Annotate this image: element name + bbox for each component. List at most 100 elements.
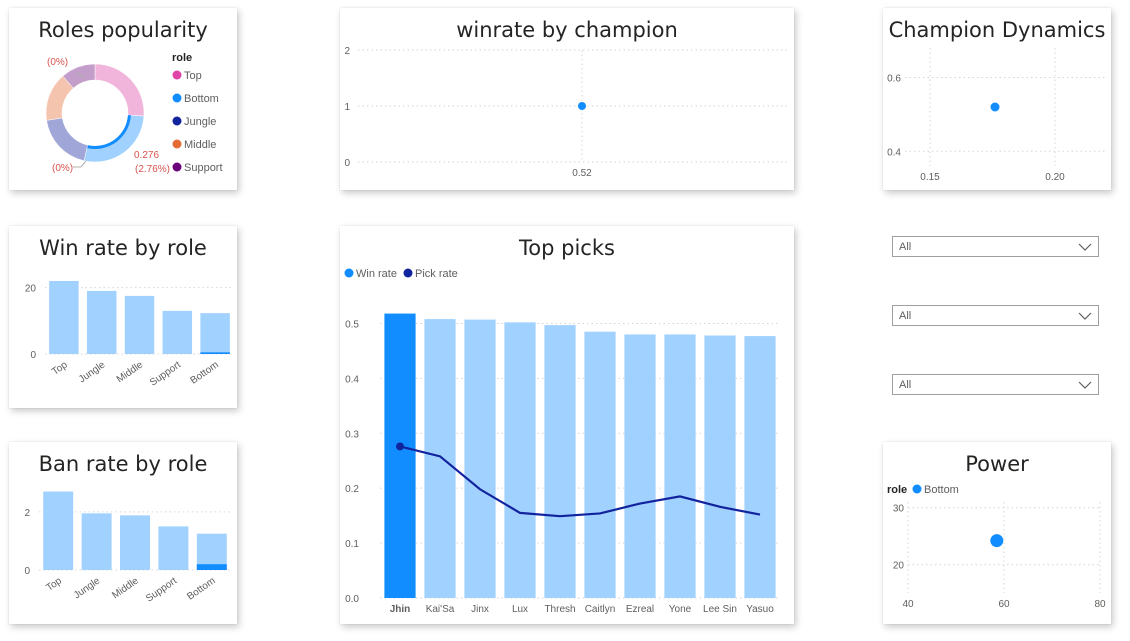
winrate-by-champion-title: winrate by champion <box>456 18 678 42</box>
donut-label-left-pct: (0%) <box>52 163 73 174</box>
win-rate-role-bar-jungle <box>86 290 117 354</box>
power-legend-bottom-label: Bottom <box>924 484 959 496</box>
cd-ytick-label: 0.6 <box>887 74 901 85</box>
top-picks-ytick-label: 0.0 <box>345 594 359 605</box>
pw-ytick-label: 30 <box>893 504 905 515</box>
power-legend-bottom-marker <box>912 484 922 494</box>
top-picks-ytick-label: 0.4 <box>345 374 359 385</box>
wbc-ytick-label: 2 <box>344 46 350 57</box>
slicer-dropdown-1[interactable]: All <box>892 236 1099 257</box>
roles-legend-label-bottom: Bottom <box>184 93 219 105</box>
ban-rate-by-role-card: Ban rate by role 0 2 Top Jungle Middle Suppor… <box>9 442 237 624</box>
top-picks-legend-marker-pick-rate <box>403 268 413 278</box>
top-picks-xtick-lee-sin: Lee Sin <box>703 604 737 615</box>
winrate-by-champion-chart[interactable]: 0 1 2 0.52 <box>340 8 794 190</box>
ban-rate-role-xtick-bottom: Bottom <box>185 575 217 602</box>
roles-legend-marker-support <box>172 162 182 172</box>
champion-dynamics-title: Champion Dynamics <box>888 18 1106 42</box>
power-card: Power role Bottom 20 30 40 60 80 <box>883 442 1111 624</box>
cd-xtick-label: 0.15 <box>920 172 940 183</box>
win-rate-by-role-card: Win rate by role 0 20 Top Jungle Middle Suppo… <box>9 226 237 408</box>
top-picks-bar-yasuo <box>744 336 776 598</box>
roles-legend-marker-middle <box>172 139 182 149</box>
slicer-dropdown-3[interactable]: All <box>892 374 1099 395</box>
slicer-dropdown-2[interactable]: All <box>892 305 1099 326</box>
win-rate-role-bar-bottom <box>200 313 230 354</box>
top-picks-ytick-label: 0.3 <box>345 429 359 440</box>
wbc-ytick-label: 0 <box>344 158 350 169</box>
chevron-down-icon <box>1078 381 1092 389</box>
win-rate-role-xtick-support: Support <box>148 359 183 388</box>
ban-rate-role-xtick-top: Top <box>44 575 64 594</box>
ban-rate-role-bar-highlight-bottom <box>196 564 227 570</box>
power-title: Power <box>965 452 1029 476</box>
roles-popularity-card: Roles popularity (0%) (0%) 0.276 (2.76%)… <box>9 8 237 190</box>
top-picks-xtick-yasuo: Yasuo <box>746 604 774 615</box>
win-rate-by-role-chart[interactable]: 0 20 Top Jungle Middle Support Bottom <box>9 226 237 408</box>
top-picks-pick-rate-marker-jhin <box>396 442 404 451</box>
slicer-3-value: All <box>899 379 912 391</box>
top-picks-xtick-thresh: Thresh <box>544 604 575 615</box>
slicer-2-value: All <box>899 310 912 322</box>
power-legend-title: role <box>887 484 907 496</box>
ban-rate-role-bar-bottom <box>196 533 227 570</box>
roles-legend-marker-top <box>172 70 182 80</box>
ban-rate-role-ytick-label: 0 <box>24 566 30 577</box>
win-rate-role-bar-support <box>162 310 193 354</box>
roles-legend-label-support: Support <box>184 162 223 174</box>
top-picks-bar-jhin <box>384 313 416 598</box>
wbc-ytick-label: 1 <box>344 102 350 113</box>
ban-rate-role-bar-support <box>158 526 189 570</box>
top-picks-bar-yone <box>664 334 696 598</box>
roles-legend-label-middle: Middle <box>184 139 216 151</box>
roles-legend-label-jungle: Jungle <box>184 116 216 128</box>
top-picks-bar-lux <box>504 322 536 598</box>
win-rate-role-xtick-middle: Middle <box>115 359 146 385</box>
roles-legend-marker-jungle <box>172 116 182 126</box>
win-rate-role-xtick-top: Top <box>50 359 70 378</box>
top-picks-xtick-yone: Yone <box>669 604 692 615</box>
top-picks-bar-ezreal <box>624 334 656 598</box>
win-rate-role-ytick-label: 0 <box>30 350 36 361</box>
top-picks-xtick-lux: Lux <box>512 604 528 615</box>
cd-point <box>990 102 1000 112</box>
win-rate-role-bar-highlight-bottom <box>200 352 230 354</box>
roles-legend-marker-bottom <box>172 93 182 103</box>
win-rate-by-role-title: Win rate by role <box>39 236 207 260</box>
ban-rate-role-bar-middle <box>120 515 150 570</box>
win-rate-role-bar-middle <box>124 295 155 354</box>
pw-ytick-label: 20 <box>893 561 905 572</box>
pw-xtick-label: 40 <box>902 599 914 610</box>
cd-ytick-label: 0.4 <box>887 147 901 158</box>
wbc-point <box>578 102 586 110</box>
ban-rate-by-role-title: Ban rate by role <box>38 452 208 476</box>
win-rate-role-xtick-bottom: Bottom <box>189 359 221 386</box>
top-picks-legend-marker-win-rate <box>344 268 354 278</box>
champion-dynamics-chart[interactable]: 0.4 0.6 0.15 0.20 <box>883 8 1111 190</box>
slicer-1-value: All <box>899 241 912 253</box>
top-picks-chart[interactable]: Win rate Pick rate 0.0 0.1 0.2 0.3 0.4 0.5 Jhin K… <box>340 226 794 624</box>
donut-label-top-pct: (0%) <box>47 57 68 68</box>
power-chart[interactable]: role Bottom 20 30 40 60 80 <box>883 442 1111 624</box>
top-picks-card: Top picks Win rate Pick rate 0.0 0.1 0.2 0.3 0… <box>340 226 794 624</box>
top-picks-legend-label-pick-rate: Pick rate <box>415 268 458 280</box>
top-picks-pick-rate-line <box>399 445 761 518</box>
top-picks-xtick-kai-sa: Kai'Sa <box>426 604 455 615</box>
pw-xtick-label: 80 <box>1094 599 1106 610</box>
donut-slice-top <box>94 63 145 117</box>
ban-rate-role-ytick-label: 2 <box>24 508 30 519</box>
champion-dynamics-card: Champion Dynamics 0.4 0.6 0.15 0.20 <box>883 8 1111 190</box>
ban-rate-role-bar-jungle <box>81 513 112 570</box>
donut-slice-highlight-bottom <box>86 115 131 149</box>
ban-rate-role-xtick-middle: Middle <box>110 575 141 601</box>
top-picks-legend-label-win-rate: Win rate <box>356 268 397 280</box>
top-picks-ytick-label: 0.2 <box>345 484 359 495</box>
donut-label-bottom-value: 0.276 <box>134 150 159 161</box>
top-picks-xtick-jhin: Jhin <box>390 604 411 615</box>
roles-popularity-donut[interactable]: (0%) (0%) 0.276 (2.76%) role Top Bottom Ju… <box>9 8 237 190</box>
wbc-xtick-label: 0.52 <box>572 168 592 179</box>
roles-legend-label-top: Top <box>184 70 202 82</box>
ban-rate-by-role-chart[interactable]: 0 2 Top Jungle Middle Support Bottom <box>9 442 237 624</box>
cd-xtick-label: 0.20 <box>1045 172 1065 183</box>
chevron-down-icon <box>1078 312 1092 320</box>
